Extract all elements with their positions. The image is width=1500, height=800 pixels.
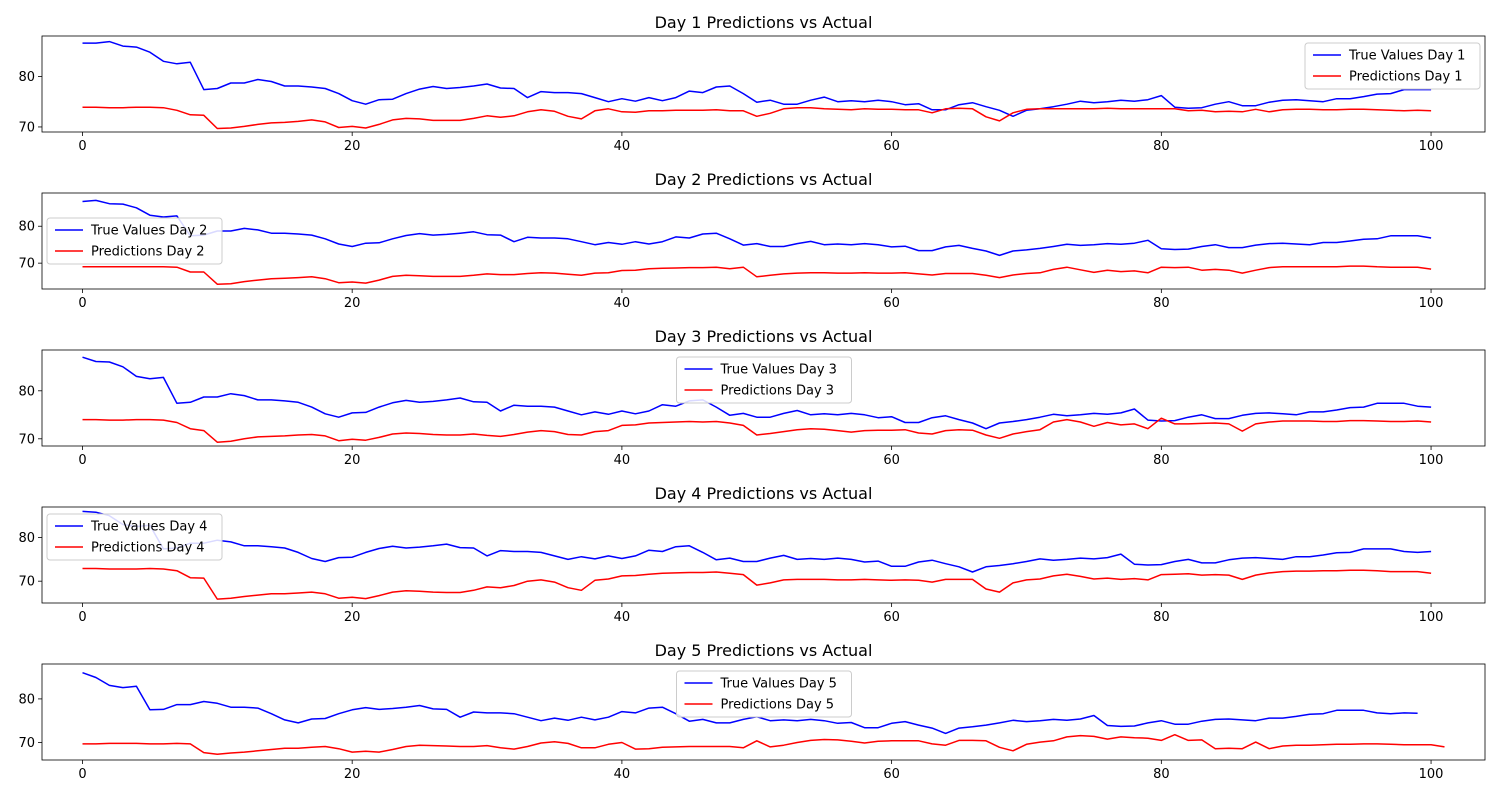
legend-box: [1304, 42, 1481, 90]
legend-box: [46, 217, 223, 265]
x-tick-label: 40: [614, 296, 631, 311]
axes-frame: [41, 192, 1486, 290]
subplot-day-5: Day 5 Predictions vs Actual 0 20 40 60 80 100 7…: [18, 641, 1486, 782]
y-tick-label: 70: [18, 432, 35, 447]
legend-label: True Values Day 2: [90, 224, 207, 239]
y-tick-label: 80: [18, 220, 35, 235]
legend-label: True Values Day 3: [720, 363, 837, 378]
legend: True Values Day 5 Predictions Day 5: [676, 670, 852, 718]
legend-box: [46, 513, 223, 561]
x-tick-label: 100: [1419, 453, 1444, 468]
y-tick-label: 80: [18, 692, 35, 707]
x-tick-label: 80: [1153, 610, 1170, 625]
y-tick-label: 70: [18, 257, 35, 272]
chart-title: Day 2 Predictions vs Actual: [655, 170, 873, 189]
x-tick-label: 100: [1419, 767, 1444, 782]
y-tick-label: 70: [18, 120, 35, 135]
legend: True Values Day 3 Predictions Day 3: [676, 356, 852, 404]
x-tick-label: 40: [614, 139, 631, 154]
x-tick-label: 60: [883, 610, 900, 625]
axes-frame: [41, 35, 1486, 133]
subplot-day-3: Day 3 Predictions vs Actual 0 20 40 60 80 100 7…: [18, 327, 1486, 468]
chart-title: Day 3 Predictions vs Actual: [655, 327, 873, 346]
x-tick-label: 20: [344, 296, 361, 311]
predictions-line: [82, 567, 1432, 600]
chart-title: Day 5 Predictions vs Actual: [655, 641, 873, 660]
chart-title: Day 1 Predictions vs Actual: [655, 13, 873, 32]
x-tick-label: 60: [883, 453, 900, 468]
x-tick-label: 40: [614, 453, 631, 468]
legend-label: True Values Day 5: [720, 677, 837, 692]
legend: True Values Day 1 Predictions Day 1: [1304, 42, 1481, 90]
y-tick-label: 70: [18, 736, 35, 751]
chart-title: Day 4 Predictions vs Actual: [655, 484, 873, 503]
x-tick-label: 0: [78, 296, 86, 311]
subplot-day-4: Day 4 Predictions vs Actual 0 20 40 60 80 100 7…: [18, 484, 1486, 625]
legend-label: Predictions Day 3: [721, 384, 835, 399]
x-tick-label: 60: [883, 767, 900, 782]
true-values-line: [82, 510, 1432, 573]
legend-box: [676, 670, 852, 718]
axes-frame: [41, 349, 1486, 447]
y-tick-label: 80: [18, 384, 35, 399]
subplot-day-1: Day 1 Predictions vs Actual 0 20 40 60 80 100 7…: [18, 13, 1486, 154]
y-tick-label: 70: [18, 575, 35, 590]
x-tick-label: 60: [883, 296, 900, 311]
x-tick-label: 100: [1419, 610, 1444, 625]
x-tick-label: 20: [344, 767, 361, 782]
legend-label: True Values Day 4: [90, 520, 207, 535]
legend-box: [676, 356, 852, 404]
legend-label: Predictions Day 4: [91, 541, 205, 556]
true-values-line: [82, 199, 1432, 257]
x-tick-label: 20: [344, 453, 361, 468]
x-tick-label: 80: [1153, 767, 1170, 782]
x-tick-label: 60: [883, 139, 900, 154]
x-tick-label: 80: [1153, 453, 1170, 468]
true-values-line: [82, 40, 1432, 118]
x-tick-label: 0: [78, 610, 86, 625]
axes-frame: [41, 506, 1486, 604]
legend-label: Predictions Day 5: [721, 698, 835, 713]
x-tick-label: 100: [1419, 296, 1444, 311]
true-values-line: [82, 671, 1418, 735]
x-tick-label: 20: [344, 139, 361, 154]
y-tick-label: 80: [18, 70, 35, 85]
x-tick-label: 40: [614, 610, 631, 625]
x-tick-label: 40: [614, 767, 631, 782]
axes-frame: [41, 663, 1486, 761]
x-tick-label: 0: [78, 767, 86, 782]
legend: True Values Day 2 Predictions Day 2: [46, 217, 223, 265]
subplot-day-2: Day 2 Predictions vs Actual 0 20 40 60 80 100 7…: [18, 170, 1486, 311]
true-values-line: [82, 356, 1432, 430]
x-tick-label: 0: [78, 139, 86, 154]
legend: True Values Day 4 Predictions Day 4: [46, 513, 223, 561]
predictions-line: [82, 106, 1432, 130]
x-tick-label: 0: [78, 453, 86, 468]
predictions-line: [82, 265, 1432, 285]
x-tick-label: 100: [1419, 139, 1444, 154]
predictions-line: [82, 417, 1432, 443]
legend-label: Predictions Day 2: [91, 245, 205, 260]
x-tick-label: 20: [344, 610, 361, 625]
predictions-line: [82, 733, 1445, 756]
legend-label: True Values Day 1: [1348, 49, 1465, 64]
x-tick-label: 80: [1153, 139, 1170, 154]
x-tick-label: 80: [1153, 296, 1170, 311]
legend-label: Predictions Day 1: [1349, 70, 1463, 85]
y-tick-label: 80: [18, 531, 35, 546]
